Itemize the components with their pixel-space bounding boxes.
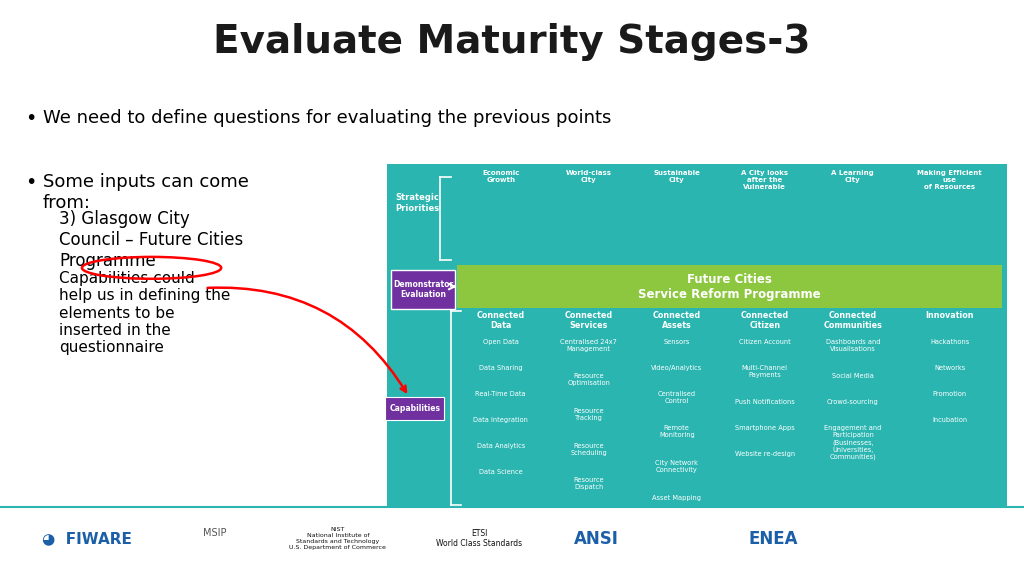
Text: Connected
Citizen: Connected Citizen: [740, 311, 788, 331]
Text: Data Analytics: Data Analytics: [476, 443, 525, 449]
Text: Push Notifications: Push Notifications: [735, 399, 795, 406]
Text: Data Science: Data Science: [479, 469, 522, 475]
Text: A City looks
after the
Vulnerable: A City looks after the Vulnerable: [741, 170, 788, 190]
Text: Capabilities: Capabilities: [389, 404, 440, 412]
Text: Capabilities could
help us in defining the
elements to be
inserted in the
questi: Capabilities could help us in defining t…: [59, 271, 230, 355]
Text: Citizen Account: Citizen Account: [739, 339, 791, 344]
Text: ENEA: ENEA: [749, 529, 798, 548]
FancyBboxPatch shape: [0, 507, 1024, 576]
Text: Real-Time Data: Real-Time Data: [475, 391, 526, 397]
Text: Centralised
Control: Centralised Control: [657, 391, 696, 404]
Text: •: •: [26, 173, 37, 192]
Text: ETSI
World Class Standards: ETSI World Class Standards: [436, 529, 522, 548]
Text: Data Integration: Data Integration: [473, 416, 528, 423]
Text: Incubation: Incubation: [932, 416, 968, 423]
Text: Resource
Optimisation: Resource Optimisation: [567, 373, 610, 386]
Text: World-class
City: World-class City: [565, 170, 611, 183]
Text: Website re-design: Website re-design: [735, 452, 795, 457]
Text: Economic
Growth: Economic Growth: [482, 170, 519, 183]
Text: Promotion: Promotion: [933, 391, 967, 397]
Text: Future Cities
Service Reform Programme: Future Cities Service Reform Programme: [638, 272, 821, 301]
Text: City Network
Connectivity: City Network Connectivity: [655, 460, 698, 473]
Text: Video/Analytics: Video/Analytics: [651, 365, 702, 371]
Text: Evaluate Maturity Stages-3: Evaluate Maturity Stages-3: [213, 23, 811, 61]
Text: Resource
Tracking: Resource Tracking: [573, 408, 604, 421]
FancyBboxPatch shape: [391, 270, 455, 309]
Text: Crowd-sourcing: Crowd-sourcing: [827, 399, 879, 406]
Text: Some inputs can come
from:: Some inputs can come from:: [43, 173, 249, 211]
Text: Innovation: Innovation: [926, 311, 974, 320]
Text: ◕  FIWARE: ◕ FIWARE: [42, 531, 132, 546]
FancyBboxPatch shape: [387, 164, 1007, 510]
Text: MSIP: MSIP: [204, 528, 226, 538]
Text: Asset Mapping: Asset Mapping: [652, 495, 701, 501]
Text: A Learning
City: A Learning City: [831, 170, 874, 183]
Text: Connected
Services: Connected Services: [564, 311, 612, 331]
Text: •: •: [26, 109, 37, 128]
Text: 3) Glasgow City
Council – Future Cities
Programme: 3) Glasgow City Council – Future Cities …: [59, 210, 244, 270]
Text: Engagement and
Participation
(Businesses,
Universities,
Communities): Engagement and Participation (Businesses…: [824, 425, 882, 460]
Text: NIST
National Institute of
Standards and Technology
U.S. Department of Commerce: NIST National Institute of Standards and…: [290, 528, 386, 550]
Text: Resource
Scheduling: Resource Scheduling: [570, 443, 607, 456]
Text: Social Media: Social Media: [831, 373, 873, 380]
Text: Networks: Networks: [934, 365, 966, 371]
Text: Dashboards and
Visualisations: Dashboards and Visualisations: [825, 339, 880, 352]
Text: Strategic
Priorities: Strategic Priorities: [395, 194, 440, 213]
Text: Resource
Dispatch: Resource Dispatch: [573, 478, 604, 490]
Text: Centralised 24x7
Management: Centralised 24x7 Management: [560, 339, 617, 352]
Text: Demonstrator
Evaluation: Demonstrator Evaluation: [393, 280, 453, 300]
Text: Smartphone Apps: Smartphone Apps: [735, 425, 795, 431]
Text: Connected
Assets: Connected Assets: [652, 311, 700, 331]
Text: Sensors: Sensors: [664, 339, 690, 344]
Text: Open Data: Open Data: [482, 339, 519, 344]
Text: Connected
Data: Connected Data: [476, 311, 524, 331]
Text: Data Sharing: Data Sharing: [479, 365, 522, 371]
FancyBboxPatch shape: [457, 265, 1002, 308]
Text: Making Efficient
use
of Resources: Making Efficient use of Resources: [918, 170, 982, 190]
Text: Connected
Communities: Connected Communities: [823, 311, 883, 331]
Text: Remote
Monitoring: Remote Monitoring: [658, 425, 694, 438]
FancyBboxPatch shape: [385, 397, 444, 419]
Text: We need to define questions for evaluating the previous points: We need to define questions for evaluati…: [43, 109, 611, 127]
Text: Sustainable
City: Sustainable City: [653, 170, 700, 183]
Text: Hackathons: Hackathons: [930, 339, 970, 344]
Text: Multi-Channel
Payments: Multi-Channel Payments: [741, 365, 787, 378]
Text: ANSI: ANSI: [573, 529, 618, 548]
